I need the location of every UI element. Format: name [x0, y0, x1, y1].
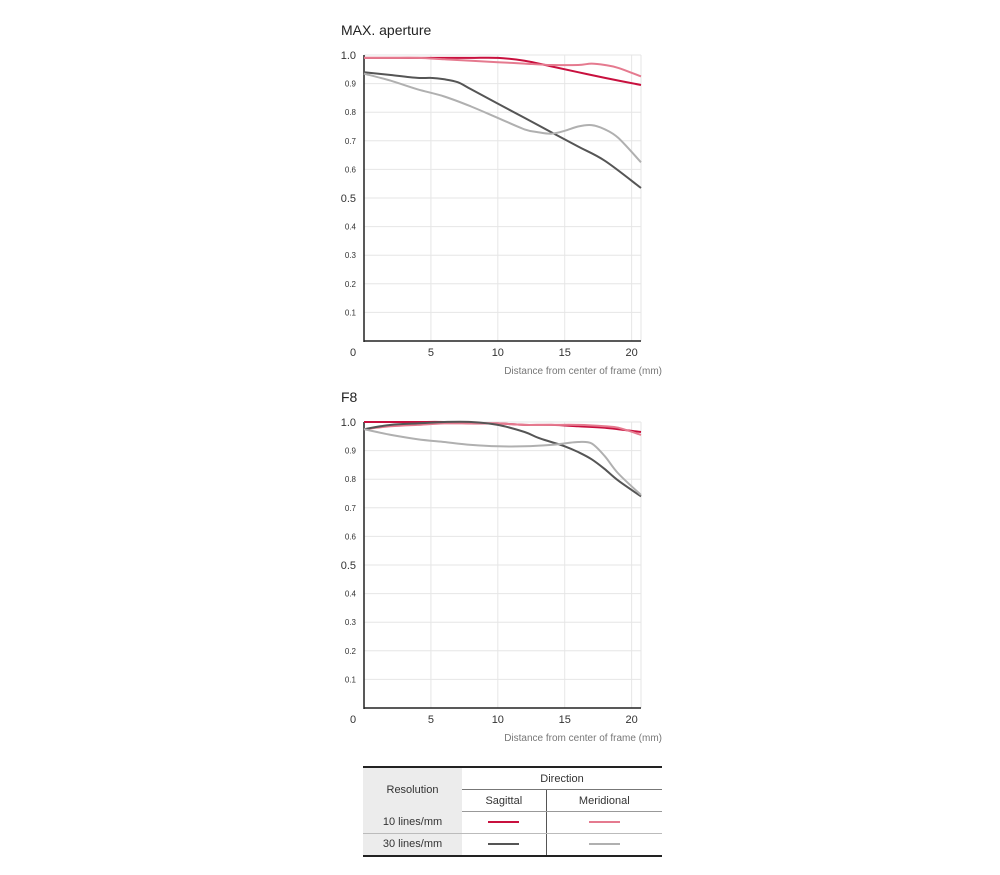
- y-tick-label: 0.3: [345, 618, 357, 627]
- x-axis-label: Distance from center of frame (mm): [504, 366, 662, 377]
- legend-cell-meridional-30: [546, 833, 662, 856]
- x-tick-label: 20: [626, 347, 638, 359]
- legend-cell-meridional-10: [546, 811, 662, 834]
- y-tick-label: 0.1: [345, 675, 357, 684]
- y-tick-label: 0.9: [345, 447, 357, 456]
- y-tick-label: 1.0: [341, 50, 356, 62]
- legend-swatch-meridional-30: [588, 843, 620, 846]
- x-tick-label: 10: [492, 347, 504, 359]
- legend-resolution-header: Resolution: [363, 767, 462, 812]
- y-tick-label: 0.8: [345, 108, 357, 117]
- y-tick-label: 0.9: [345, 80, 357, 89]
- series-line-sagittal-30: [363, 71, 642, 189]
- y-tick-label: 0.2: [345, 647, 357, 656]
- x-tick-label: 10: [492, 714, 504, 726]
- y-tick-label: 0.7: [345, 504, 357, 513]
- x-tick-label: 15: [559, 714, 571, 726]
- legend-cell-sagittal-30: [462, 833, 547, 856]
- series-line-meridional-10: [363, 422, 642, 436]
- legend-meridional-header: Meridional: [546, 789, 662, 812]
- legend-table: Resolution Direction Sagittal Meridional…: [363, 766, 662, 856]
- legend-swatch-sagittal-10: [488, 821, 520, 824]
- y-tick-label: 0.4: [345, 223, 357, 232]
- x-tick-label: 0: [350, 714, 356, 726]
- chart-title: MAX. aperture: [341, 22, 432, 38]
- y-tick-label: 0.6: [345, 165, 357, 174]
- y-tick-label: 0.6: [345, 532, 357, 541]
- legend-swatch-sagittal-30: [488, 843, 520, 846]
- legend-direction-header: Direction: [462, 767, 662, 790]
- y-tick-label: 0.3: [345, 251, 357, 260]
- series-line-meridional-30: [363, 72, 642, 163]
- legend-swatch-meridional-10: [588, 821, 620, 824]
- y-tick-label: 1.0: [341, 417, 356, 429]
- chart-plot: 0.1 0.2 0.3 0.4 0.5 0.6 0.7 0.8 0.9 1.0 0 5 10 15 20 Di…: [341, 417, 662, 744]
- x-tick-label: 20: [626, 714, 638, 726]
- series-line-sagittal-30: [363, 420, 642, 498]
- x-tick-label: 5: [428, 347, 434, 359]
- y-tick-label: 0.1: [345, 308, 357, 317]
- series-line-meridional-30: [363, 428, 642, 496]
- legend-cell-sagittal-10: [462, 811, 547, 834]
- y-tick-label: 0.4: [345, 590, 357, 599]
- y-tick-label: 0.5: [341, 193, 356, 205]
- series-line-meridional-10: [363, 56, 642, 78]
- y-tick-label: 0.2: [345, 280, 357, 289]
- x-tick-label: 15: [559, 347, 571, 359]
- legend-sagittal-header: Sagittal: [462, 789, 547, 812]
- x-tick-label: 0: [350, 347, 356, 359]
- mtf-chart-max-aperture: MAX. aperture 0.1 0.2 0.3 0.4 0.5 0.6 0.7 0.8 0.…: [330, 18, 680, 380]
- x-tick-label: 5: [428, 714, 434, 726]
- y-tick-label: 0.8: [345, 475, 357, 484]
- x-axis-label: Distance from center of frame (mm): [504, 733, 662, 744]
- chart-title: F8: [341, 389, 358, 405]
- legend-row-10-label: 10 lines/mm: [363, 811, 462, 834]
- legend-row-30-label: 30 lines/mm: [363, 833, 462, 856]
- mtf-chart-f8: F8 0.1 0.2 0.3 0.4 0.5 0.6 0.7 0.8 0.9 1.0 0 5 10 15 2…: [330, 385, 680, 745]
- y-tick-label: 0.5: [341, 560, 356, 572]
- y-tick-label: 0.7: [345, 137, 357, 146]
- chart-plot: 0.1 0.2 0.3 0.4 0.5 0.6 0.7 0.8 0.9 1.0 0 5 10 15 20 Di…: [341, 50, 662, 377]
